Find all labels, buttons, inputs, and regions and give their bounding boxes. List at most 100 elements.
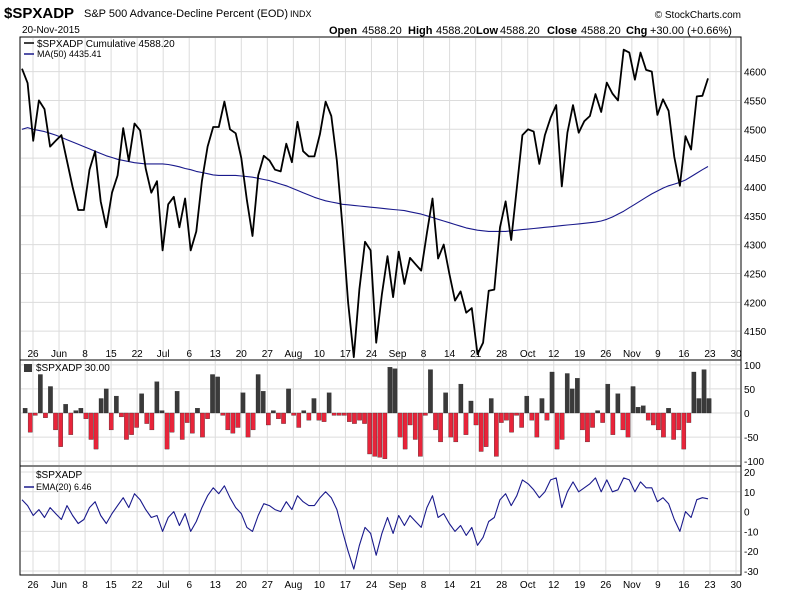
hist-bar bbox=[585, 412, 590, 443]
hist-bar bbox=[114, 395, 119, 414]
hist-bar bbox=[124, 412, 129, 440]
y-tick-label: 4450 bbox=[744, 154, 767, 165]
hist-bar bbox=[210, 374, 215, 414]
x-tick-label: Nov bbox=[623, 349, 641, 360]
hist-bar bbox=[362, 412, 367, 424]
y-tick-label: 50 bbox=[744, 385, 756, 396]
ema-legend: $SPXADP EMA(20) 6.46 bbox=[24, 470, 92, 492]
hist-bar bbox=[98, 398, 104, 414]
watermark: © StockCharts.com bbox=[655, 10, 741, 21]
ema-panel bbox=[21, 477, 709, 570]
x-tick-label: 23 bbox=[704, 349, 716, 360]
hist-bar bbox=[610, 412, 616, 435]
hist-bar bbox=[600, 412, 605, 423]
y-tick-label: 4600 bbox=[744, 68, 767, 79]
hist-bar bbox=[625, 412, 631, 438]
x-tick-label: 24 bbox=[366, 349, 378, 360]
hist-bar bbox=[174, 391, 180, 414]
x-tick-label: 6 bbox=[186, 580, 192, 591]
ema-panel-frame bbox=[19, 465, 742, 576]
y-tick-label: 4300 bbox=[744, 241, 767, 252]
hist-bar bbox=[488, 398, 494, 414]
hist-bar bbox=[195, 408, 200, 414]
hist-bar bbox=[108, 412, 114, 431]
hist-bar bbox=[438, 412, 443, 443]
hist-bar bbox=[544, 412, 550, 421]
hist-bar bbox=[640, 405, 646, 414]
hist-bar bbox=[260, 391, 266, 414]
legend-ema-title: $SPXADP bbox=[36, 470, 82, 481]
hist-bar bbox=[468, 400, 474, 414]
hist-bar bbox=[676, 412, 681, 431]
hist-bar bbox=[377, 412, 383, 458]
hist-bar bbox=[696, 398, 702, 414]
y-tick-label: 4350 bbox=[744, 212, 767, 223]
hist-bar bbox=[499, 412, 504, 423]
hist-bar bbox=[397, 412, 403, 438]
x-tick-label: 10 bbox=[314, 580, 326, 591]
hist-bar bbox=[559, 412, 565, 440]
x-tick-label: 16 bbox=[678, 580, 690, 591]
x-tick-label: 27 bbox=[262, 349, 274, 360]
hist-bar bbox=[529, 412, 535, 421]
hist-bar bbox=[458, 383, 464, 414]
hist-bar bbox=[134, 412, 139, 428]
hist-bar bbox=[230, 412, 236, 434]
hist-bar bbox=[83, 412, 89, 419]
hist-bar bbox=[53, 412, 58, 431]
x-tick-label: Jun bbox=[51, 349, 67, 360]
hist-bar bbox=[645, 412, 651, 421]
price-line bbox=[21, 48, 709, 359]
x-tick-label: 30 bbox=[730, 349, 742, 360]
hist-bar bbox=[321, 412, 327, 422]
hist-bar bbox=[43, 412, 48, 418]
y-tick-label: -100 bbox=[744, 457, 764, 468]
legend-price: $SPXADP Cumulative 4588.20 bbox=[37, 39, 175, 50]
hist-bar bbox=[580, 412, 585, 431]
x-tick-label: 26 bbox=[600, 349, 612, 360]
hist-bar bbox=[443, 392, 448, 414]
high-value: 4588.20 bbox=[436, 25, 476, 37]
x-tick-label: 30 bbox=[730, 580, 742, 591]
x-tick-label: Jun bbox=[51, 580, 67, 591]
hist-bar bbox=[93, 412, 99, 450]
x-tick-label: Jul bbox=[157, 580, 170, 591]
y-tick-label: 4150 bbox=[744, 327, 767, 338]
y-tick-label: 20 bbox=[744, 468, 756, 479]
hist-bar bbox=[58, 412, 63, 447]
legend-hist: $SPXADP 30.00 bbox=[36, 363, 110, 374]
symbol-title: $SPXADP bbox=[4, 5, 74, 22]
hist-bar bbox=[326, 392, 332, 414]
hist-bar bbox=[73, 410, 79, 414]
histogram-panel bbox=[22, 367, 712, 459]
hist-bar bbox=[225, 412, 231, 431]
hist-bar bbox=[701, 369, 707, 414]
x-tick-label: 20 bbox=[236, 580, 248, 591]
hist-bar bbox=[205, 412, 210, 419]
ema20-line bbox=[21, 477, 709, 570]
hist-bar bbox=[681, 412, 687, 450]
x-tick-label: 9 bbox=[655, 580, 661, 591]
hist-bar bbox=[564, 373, 570, 414]
x-tick-label: 13 bbox=[210, 349, 222, 360]
hist-bar bbox=[240, 392, 246, 414]
hist-bar bbox=[139, 393, 144, 414]
close-value: 4588.20 bbox=[581, 25, 621, 37]
hist-bar bbox=[615, 393, 621, 414]
hist-bar bbox=[281, 412, 286, 424]
hist-bar bbox=[78, 408, 84, 414]
hist-bar bbox=[524, 395, 530, 414]
x-tick-label: 21 bbox=[470, 349, 482, 360]
x-tick-label: Aug bbox=[284, 580, 302, 591]
hist-bar bbox=[22, 408, 28, 414]
y-tick-label: 0 bbox=[744, 508, 750, 519]
hist-bar bbox=[504, 412, 509, 421]
hist-bar bbox=[392, 368, 398, 414]
y-tick-label: -30 bbox=[744, 567, 759, 578]
ohlc-readout: Open 4588.20 High 4588.20 Low 4588.20 Cl… bbox=[329, 25, 732, 37]
hist-bar bbox=[590, 412, 595, 428]
x-tick-label: Oct bbox=[520, 580, 536, 591]
x-tick-label: 13 bbox=[210, 580, 222, 591]
hist-bar bbox=[296, 412, 302, 428]
hist-bar bbox=[291, 412, 296, 416]
